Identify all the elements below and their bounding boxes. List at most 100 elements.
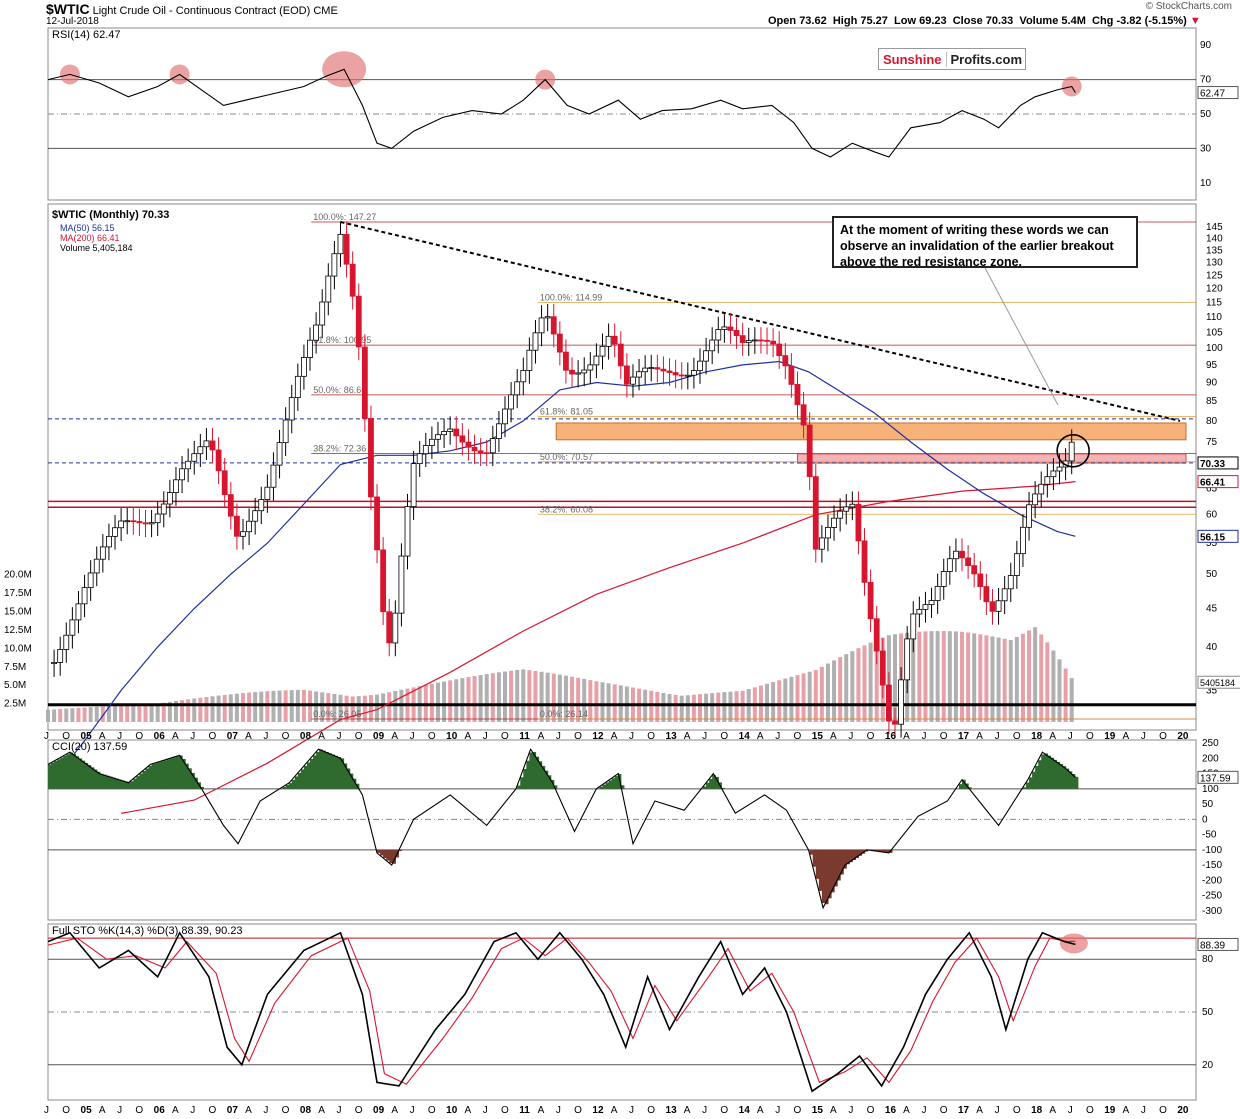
volume-bar [1039, 634, 1044, 722]
cci-overbought-fill [1050, 757, 1055, 789]
x-tick-label: A [99, 1105, 106, 1116]
cci-overbought-fill [48, 764, 52, 789]
cci-oversold-fill [882, 849, 887, 853]
candle [684, 374, 691, 377]
candle [447, 428, 454, 432]
volume-bar [1002, 638, 1007, 722]
rsi-last-value: 62.47 [1200, 89, 1225, 100]
volume-bar [984, 635, 989, 722]
candle [1056, 466, 1063, 472]
cci-overbought-fill [602, 784, 607, 789]
cci-overbought-fill [1047, 755, 1051, 789]
volume-bar [795, 675, 800, 722]
volume-bar [966, 632, 971, 722]
x-tick-label: 09 [373, 1105, 385, 1116]
price-last-ma200-badge [1197, 475, 1239, 489]
cci-overbought-fill [325, 751, 329, 789]
candle [654, 367, 661, 370]
cci-overbought-fill [90, 767, 95, 789]
cci-overbought-fill [346, 768, 351, 789]
fib-2011-label: 38.2%: 60.08 [540, 504, 593, 514]
cci-overbought-fill [142, 771, 147, 789]
cci-overbought-fill [343, 763, 348, 789]
volume-bar [655, 691, 660, 722]
volume-tick-label: 20.0M [4, 570, 32, 581]
x-tick-label: O [1013, 1105, 1021, 1116]
cci-oversold-fill [876, 849, 881, 852]
x-tick-label: J [921, 731, 926, 742]
cci-overbought-fill [1044, 753, 1048, 789]
ma200-line [120, 481, 1076, 814]
cci-overbought-fill [349, 773, 354, 789]
volume-bar [765, 683, 770, 722]
candle [428, 438, 435, 446]
volume-tick-label: 5.0M [4, 680, 26, 691]
open-value: 73.62 [799, 15, 827, 27]
cci-overbought-fill [191, 772, 195, 789]
candle [69, 619, 76, 636]
cci-overbought-fill [547, 775, 552, 789]
cci-overbought-fill [84, 762, 89, 789]
price-tick-label: 125 [1206, 270, 1223, 281]
price-last-ma50-badge [1197, 529, 1239, 543]
candle [57, 649, 64, 663]
volume-bar [192, 698, 197, 722]
volume-bar [716, 692, 721, 722]
x-tick-label: O [209, 1105, 217, 1116]
x-tick-label: 10 [446, 731, 458, 742]
candle [288, 397, 295, 421]
candle [563, 351, 569, 371]
price-tick-label: 80 [1206, 416, 1218, 427]
cci-overbought-fill [703, 786, 707, 789]
volume-bar [76, 707, 81, 722]
x-tick-label: 17 [958, 731, 970, 742]
cci-tick-label: -100 [1202, 845, 1222, 856]
x-tick-label: O [1013, 731, 1021, 742]
x-tick-label: J [556, 731, 561, 742]
cci-oversold-fill [809, 849, 814, 855]
cci-overbought-fill [523, 768, 527, 789]
x-tick-label: J [483, 731, 488, 742]
volume-bar [789, 676, 794, 722]
candle [294, 375, 301, 399]
cci-overbought-fill [517, 785, 521, 789]
volume-bar [155, 703, 160, 722]
volume-bar [685, 695, 690, 722]
volume-bar [801, 673, 806, 722]
volume-bar [953, 631, 958, 722]
volume-bar [594, 681, 599, 722]
candle [648, 367, 655, 369]
cci-oversold-fill [840, 849, 844, 875]
volume-bar [892, 634, 897, 722]
volume-bar [710, 693, 715, 722]
candle [355, 295, 362, 348]
volume-bar [740, 690, 745, 722]
x-tick-label: 12 [592, 1105, 604, 1116]
candle [611, 335, 618, 345]
cci-overbought-fill [148, 765, 153, 789]
volume-bar [563, 675, 568, 722]
cci-tick-label: -200 [1202, 875, 1222, 886]
cci-overbought-fill [1032, 771, 1036, 789]
cci-oversold-fill [812, 849, 817, 867]
x-tick-label: J [556, 1105, 561, 1116]
price-tick-label: 110 [1206, 312, 1222, 323]
candle [63, 634, 70, 650]
cci-overbought-fill [200, 786, 204, 789]
cci-overbought-fill [520, 777, 524, 789]
volume-bar [844, 654, 849, 722]
candle [678, 374, 685, 377]
x-tick-label: 15 [812, 731, 824, 742]
candle [282, 419, 289, 444]
volume-bar [990, 636, 995, 722]
volume-bar [320, 692, 325, 722]
cci-oversold-fill [849, 849, 853, 863]
volume-tick-label: 2.5M [4, 699, 26, 710]
volume-bar [661, 692, 666, 722]
rsi-legend: RSI(14) 62.47 [52, 29, 120, 41]
volume-bar [180, 700, 185, 722]
candle [118, 520, 125, 529]
x-tick-label: O [574, 1105, 582, 1116]
x-tick-label: 16 [885, 731, 897, 742]
volume-bar [393, 691, 398, 722]
